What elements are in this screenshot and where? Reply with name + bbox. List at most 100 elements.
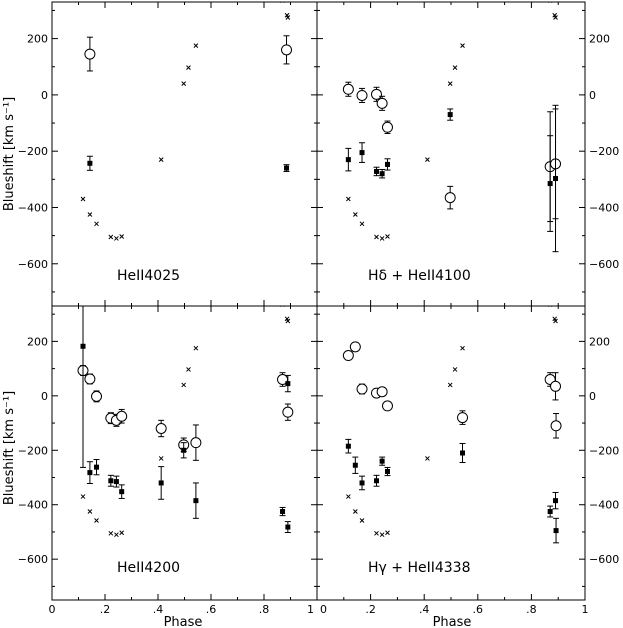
y-tick-label: −200 xyxy=(18,444,48,457)
data-point-cross xyxy=(87,509,93,514)
data-point-cross xyxy=(119,530,125,536)
data-point-open-circle xyxy=(550,380,562,392)
data-point-cross xyxy=(108,234,114,240)
data-point-open-circle xyxy=(116,410,128,422)
data-point-filled-square xyxy=(359,150,365,156)
y-tick-label: −200 xyxy=(18,145,48,158)
data-point-filled-square xyxy=(285,381,291,387)
data-point-cross xyxy=(119,234,125,239)
y-tick-label: −600 xyxy=(18,258,48,271)
data-point-cross xyxy=(425,456,430,461)
data-point-filled-square xyxy=(113,479,119,485)
data-point-cross xyxy=(452,367,458,372)
x-tick-label: .2 xyxy=(365,603,376,616)
data-point-cross xyxy=(385,530,390,536)
y-tick-label: −400 xyxy=(589,201,619,214)
data-point-filled-square xyxy=(181,447,187,453)
data-point-open-circle xyxy=(370,88,382,100)
data-point-open-circle xyxy=(457,412,469,424)
data-point-cross xyxy=(193,43,199,48)
y-tick-label: −400 xyxy=(18,201,48,214)
data-point-cross xyxy=(87,212,93,217)
data-point-filled-square xyxy=(158,480,164,486)
data-point-open-circle xyxy=(444,192,456,204)
data-point-open-circle xyxy=(190,437,202,449)
data-point-filled-square xyxy=(87,160,93,166)
data-point-filled-square xyxy=(384,469,390,475)
x-tick-label: 1 xyxy=(307,603,314,616)
x-tick-label: 1 xyxy=(582,603,589,616)
data-point-cross xyxy=(181,382,187,388)
data-point-cross xyxy=(80,196,86,202)
data-point-filled-square xyxy=(345,443,351,449)
y-tick-label: −400 xyxy=(18,499,48,512)
data-point-cross xyxy=(181,81,187,86)
data-point-filled-square xyxy=(280,509,286,515)
x-tick-label: 0 xyxy=(320,603,327,616)
data-point-cross xyxy=(385,234,390,239)
data-point-cross xyxy=(447,382,453,388)
data-point-filled-square xyxy=(373,168,379,174)
data-point-cross xyxy=(186,367,191,372)
y-tick-label: 0 xyxy=(41,89,48,102)
data-point-open-circle xyxy=(342,350,354,362)
data-point-filled-square xyxy=(553,498,559,504)
y-tick-label: 200 xyxy=(589,33,610,46)
data-point-open-circle xyxy=(356,383,368,395)
data-point-cross xyxy=(346,494,351,499)
data-point-open-circle xyxy=(282,406,294,418)
data-point-filled-square xyxy=(119,489,125,495)
data-layer xyxy=(342,2,562,253)
y-tick-label: −400 xyxy=(589,499,619,512)
data-point-cross xyxy=(193,345,199,351)
y-tick-label: −600 xyxy=(18,553,48,566)
data-point-cross xyxy=(285,15,291,20)
data-point-cross xyxy=(285,318,291,324)
data-point-open-circle xyxy=(381,400,393,412)
data-layer xyxy=(80,2,293,241)
panel-label-heii4025: HeII4025 xyxy=(117,268,180,284)
data-point-cross xyxy=(452,65,458,70)
data-point-cross xyxy=(158,157,164,162)
data-point-cross xyxy=(460,43,465,48)
data-point-filled-square xyxy=(547,181,553,187)
data-point-cross xyxy=(460,345,465,351)
data-point-cross xyxy=(374,234,379,240)
y-tick-label: −200 xyxy=(589,145,619,158)
data-point-cross xyxy=(114,532,119,538)
x-axis-title-right: Phase xyxy=(433,615,472,628)
data-point-filled-square xyxy=(553,175,559,181)
data-point-cross xyxy=(352,212,358,217)
data-point-filled-square xyxy=(80,343,86,349)
data-point-filled-square xyxy=(285,524,291,530)
data-point-filled-square xyxy=(284,165,290,171)
y-axis-title-bottom: Blueshift [km s⁻¹] xyxy=(2,391,17,505)
data-layer xyxy=(77,306,294,538)
y-tick-label: 0 xyxy=(589,390,596,403)
x-tick-label: .4 xyxy=(153,603,164,616)
y-tick-label: −600 xyxy=(589,258,619,271)
y-tick-label: 200 xyxy=(27,335,48,348)
data-point-cross xyxy=(379,532,385,538)
data-point-cross xyxy=(94,221,99,227)
panel-hgamma-heii4338: 0 .2 .4 .6 .8 1 200 0 −200 −400 −600 xyxy=(316,305,619,616)
y-tick-label: −600 xyxy=(589,553,619,566)
x-axis-title-left: Phase xyxy=(164,615,203,628)
y-tick-label: 0 xyxy=(41,390,48,403)
data-point-cross xyxy=(158,456,164,461)
data-point-open-circle xyxy=(342,83,354,95)
data-point-cross xyxy=(379,236,385,241)
data-point-open-circle xyxy=(376,386,388,398)
data-layer xyxy=(342,306,562,544)
panel-label-hgamma-heii4338: Hγ + HeII4338 xyxy=(368,560,470,576)
data-point-cross xyxy=(374,530,379,536)
data-point-cross xyxy=(80,494,86,499)
panel-label-hdelta-heii4100: Hδ + HeII4100 xyxy=(368,268,471,284)
data-point-open-circle xyxy=(281,44,293,56)
data-point-cross xyxy=(186,65,191,70)
data-point-filled-square xyxy=(359,480,365,486)
data-point-cross xyxy=(94,518,99,523)
data-point-filled-square xyxy=(352,462,358,468)
